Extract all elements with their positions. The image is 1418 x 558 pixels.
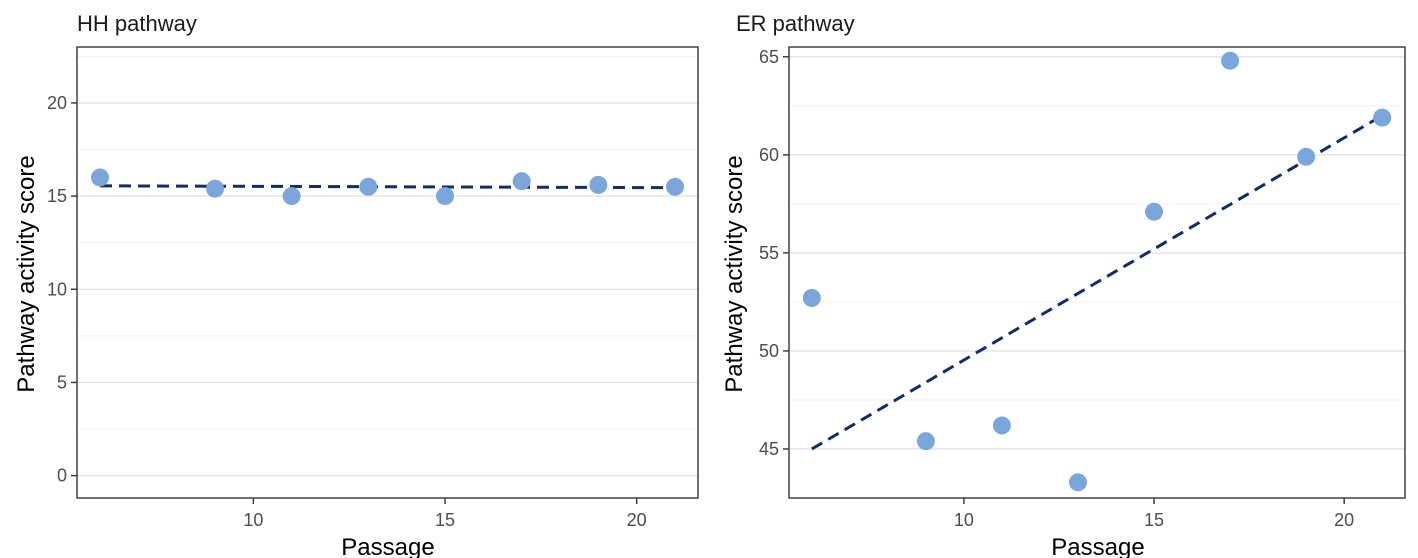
x-tick-label: 10: [243, 510, 263, 530]
y-tick-label: 50: [759, 341, 779, 361]
data-point: [512, 172, 531, 191]
x-axis-title: Passage: [341, 534, 434, 558]
panel-title: HH pathway: [77, 11, 197, 36]
panel-hh-pathway: HH pathway Pathway activity score Passag…: [13, 11, 699, 558]
x-tick-label: 10: [954, 510, 974, 530]
data-point: [1297, 147, 1316, 166]
y-tick-label: 15: [47, 186, 67, 206]
y-tick-label: 10: [47, 279, 67, 299]
data-point: [436, 187, 454, 206]
y-tick-label: 55: [759, 243, 779, 263]
x-tick-label: 20: [1334, 510, 1354, 530]
x-tick-label: 15: [1144, 510, 1164, 530]
data-point: [1221, 51, 1240, 70]
data-point: [666, 177, 684, 196]
y-tick-label: 0: [57, 466, 67, 486]
panel-er-pathway: ER pathway Pathway activity score Passag…: [721, 11, 1406, 558]
y-axis-title: Pathway activity score: [13, 155, 40, 392]
data-point: [206, 179, 224, 198]
y-tick-label: 45: [759, 439, 779, 459]
data-point: [992, 416, 1011, 435]
data-point: [916, 432, 935, 451]
x-tick-label: 15: [435, 510, 455, 530]
trend-line: [811, 114, 1383, 451]
y-axis-title: Pathway activity score: [721, 155, 748, 392]
data-point: [589, 175, 608, 194]
data-point: [802, 288, 821, 307]
plot-area: 45 50 55 60 65 10 15 20: [759, 46, 1406, 530]
data-point: [1068, 473, 1087, 492]
x-axis-title: Passage: [1051, 534, 1144, 558]
data-point: [1145, 202, 1164, 221]
data-point: [359, 177, 378, 196]
panel-title: ER pathway: [736, 11, 855, 36]
x-tick-label: 20: [627, 510, 647, 530]
plot-border: [76, 46, 699, 499]
data-point: [1373, 108, 1392, 127]
y-tick-label: 65: [759, 47, 779, 67]
plot-area: 0 5 10 15 20 10 15 20: [47, 46, 699, 530]
data-point: [91, 168, 109, 187]
y-tick-label: 5: [57, 372, 67, 392]
plot-border: [788, 46, 1406, 499]
data-point: [282, 187, 301, 206]
trend-line: [99, 184, 676, 190]
y-tick-label: 60: [759, 145, 779, 165]
y-tick-label: 20: [47, 93, 67, 113]
